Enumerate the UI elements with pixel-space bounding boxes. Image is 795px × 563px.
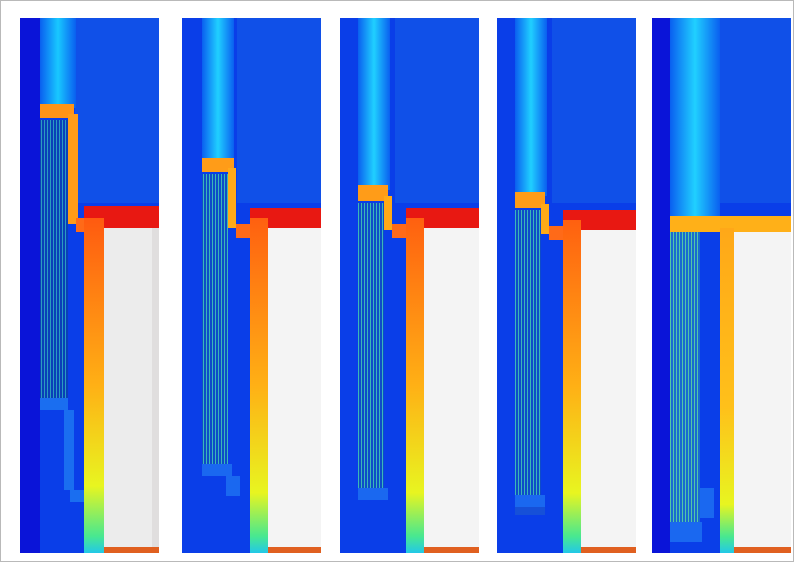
temperature-field-3 xyxy=(340,18,479,553)
simulation-panel-5 xyxy=(652,18,791,553)
temperature-field-5 xyxy=(652,18,791,553)
simulation-panel-4 xyxy=(497,18,636,553)
simulation-panel-1 xyxy=(20,18,159,553)
temperature-field-4 xyxy=(497,18,636,553)
temperature-field-2 xyxy=(182,18,321,553)
temperature-field-1 xyxy=(20,18,159,553)
simulation-panel-3 xyxy=(340,18,479,553)
simulation-panel-2 xyxy=(182,18,321,553)
